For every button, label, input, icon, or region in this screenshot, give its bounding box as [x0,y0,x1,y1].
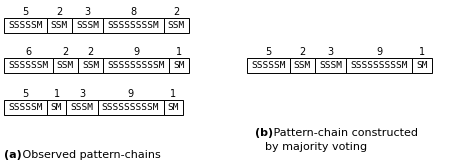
Text: 1: 1 [54,89,60,99]
Text: SM: SM [417,61,428,70]
Text: SSM: SSM [294,61,311,70]
FancyBboxPatch shape [290,58,315,73]
Text: 1: 1 [419,47,425,57]
FancyBboxPatch shape [53,58,78,73]
Text: SSSM: SSSM [71,103,93,112]
Text: 8: 8 [130,7,137,17]
FancyBboxPatch shape [78,58,103,73]
FancyBboxPatch shape [4,100,47,115]
FancyBboxPatch shape [72,18,103,33]
FancyBboxPatch shape [47,18,72,33]
Text: (a): (a) [4,150,22,160]
Text: by majority voting: by majority voting [265,142,367,152]
FancyBboxPatch shape [346,58,412,73]
Text: 5: 5 [22,7,28,17]
Text: 9: 9 [133,47,139,57]
Text: (b): (b) [255,128,273,138]
FancyBboxPatch shape [412,58,432,73]
Text: SM: SM [168,103,179,112]
Text: Observed pattern-chains: Observed pattern-chains [19,150,161,160]
Text: SM: SM [51,103,63,112]
Text: SSSSSM: SSSSSM [8,21,43,30]
Text: 5: 5 [22,89,28,99]
Text: SSM: SSM [51,21,68,30]
Text: SSM: SSM [168,21,185,30]
Text: 2: 2 [173,7,180,17]
Text: 2: 2 [300,47,306,57]
Text: 2: 2 [62,47,68,57]
Text: SSSSSSSSSM: SSSSSSSSSM [102,103,159,112]
FancyBboxPatch shape [169,58,189,73]
Text: Pattern-chain constructed: Pattern-chain constructed [270,128,418,138]
Text: 2: 2 [88,47,94,57]
Text: SSSSSSM: SSSSSSM [8,61,48,70]
Text: SSSM: SSSM [319,61,342,70]
Text: 5: 5 [265,47,272,57]
Text: SSSSSSSSM: SSSSSSSSM [108,21,159,30]
FancyBboxPatch shape [66,100,98,115]
Text: 3: 3 [85,7,91,17]
FancyBboxPatch shape [98,100,164,115]
Text: 2: 2 [56,7,63,17]
Text: SSSM: SSSM [76,21,99,30]
Text: 3: 3 [79,89,85,99]
Text: SSM: SSM [57,61,74,70]
Text: SSSSSSSSSM: SSSSSSSSSM [351,61,408,70]
Text: SM: SM [173,61,185,70]
Text: 9: 9 [128,89,134,99]
FancyBboxPatch shape [47,100,66,115]
FancyBboxPatch shape [164,18,189,33]
FancyBboxPatch shape [4,58,53,73]
Text: SSSSSM: SSSSSM [8,103,43,112]
FancyBboxPatch shape [4,18,47,33]
FancyBboxPatch shape [103,18,164,33]
Text: 3: 3 [328,47,334,57]
Text: 1: 1 [170,89,176,99]
FancyBboxPatch shape [103,58,169,73]
Text: 1: 1 [176,47,182,57]
Text: SSSSSM: SSSSSM [251,61,286,70]
FancyBboxPatch shape [247,58,290,73]
Text: 9: 9 [376,47,383,57]
FancyBboxPatch shape [315,58,346,73]
Text: SSSSSSSSSM: SSSSSSSSSM [108,61,165,70]
FancyBboxPatch shape [164,100,183,115]
Text: SSM: SSM [82,61,100,70]
Text: 6: 6 [25,47,31,57]
